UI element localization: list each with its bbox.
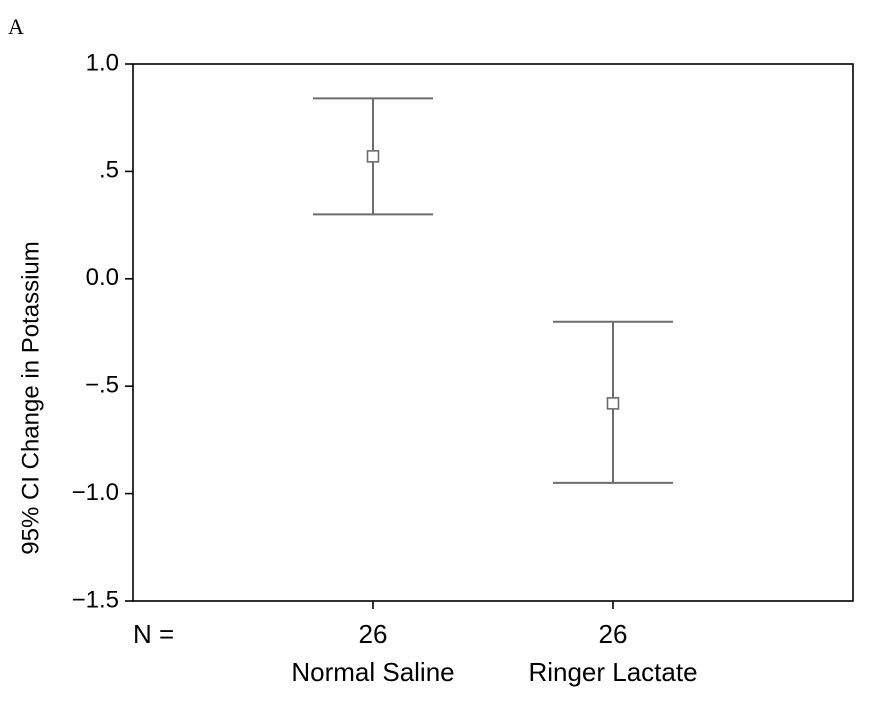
y-tick-label: −1.0 [72,479,119,506]
error-bar-group [313,97,433,216]
y-tick-label: 0.0 [86,264,119,291]
y-axis-title: 95% CI Change in Potassium [17,241,44,555]
x-axis [372,601,614,609]
n-values: 26 26 [359,619,628,649]
y-tick-label: .5 [99,157,119,184]
mean-marker [606,397,620,410]
mean-marker [366,150,380,163]
category-label: Ringer Lactate [528,657,697,687]
category-labels: Normal Saline Ringer Lactate [291,657,697,687]
y-tick-label: −.5 [85,372,119,399]
y-tick-label: 1.0 [86,49,119,76]
panel-label: A [8,14,24,39]
error-bar-series [313,97,673,484]
category-label: Normal Saline [291,657,454,687]
y-axis: 1.0 .5 0.0 −.5 −1.0 −1.5 [72,49,133,613]
y-tick-label: −1.5 [72,586,119,613]
n-value: 26 [359,619,388,649]
n-value: 26 [599,619,628,649]
error-bar-group [553,320,673,484]
plot-frame [132,63,854,602]
n-label: N = [133,619,174,649]
